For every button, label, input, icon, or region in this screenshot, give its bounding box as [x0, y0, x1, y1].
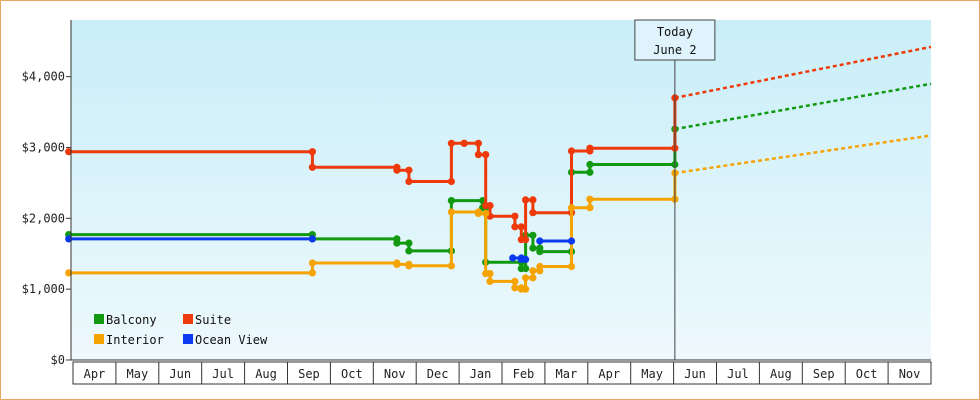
series-ocean-view-point[interactable] — [522, 255, 530, 263]
x-tick-label: Sep — [813, 367, 835, 381]
y-tick-label: $0 — [51, 353, 65, 367]
series-balcony-point[interactable] — [405, 247, 413, 255]
series-interior-point[interactable] — [529, 267, 537, 275]
legend-swatch — [94, 334, 104, 344]
series-suite-point[interactable] — [529, 196, 537, 204]
series-suite-point[interactable] — [511, 212, 519, 220]
series-interior-point[interactable] — [529, 274, 537, 282]
series-interior-point[interactable] — [522, 274, 530, 282]
series-ocean-view-point[interactable] — [308, 235, 316, 243]
series-interior-point[interactable] — [482, 209, 490, 217]
series-balcony-point[interactable] — [405, 239, 413, 247]
series-interior-point[interactable] — [393, 260, 401, 268]
x-tick-label: Oct — [856, 367, 878, 381]
today-box — [634, 19, 716, 61]
today-label: Today — [657, 25, 693, 39]
series-suite-point[interactable] — [522, 236, 530, 244]
series-interior-point[interactable] — [405, 262, 413, 270]
series-interior-point[interactable] — [308, 259, 316, 267]
y-tick-label: $2,000 — [22, 211, 65, 225]
series-interior-point[interactable] — [447, 262, 455, 270]
series-balcony-point[interactable] — [447, 197, 455, 205]
series-balcony-point[interactable] — [536, 248, 544, 256]
x-tick-label: Apr — [84, 367, 106, 381]
series-suite-point[interactable] — [482, 151, 490, 159]
legend-swatch — [183, 334, 193, 344]
series-interior-point[interactable] — [447, 208, 455, 216]
series-balcony-point[interactable] — [522, 265, 530, 273]
series-suite-point[interactable] — [474, 151, 482, 159]
series-interior-point[interactable] — [522, 285, 530, 293]
series-ocean-view-point[interactable] — [567, 237, 576, 245]
series-suite-point[interactable] — [405, 177, 413, 186]
series-interior-point[interactable] — [486, 270, 494, 278]
series-suite-point[interactable] — [529, 209, 537, 217]
series-suite-point[interactable] — [405, 166, 413, 174]
x-tick-label: Sep — [298, 367, 320, 381]
series-suite-point[interactable] — [567, 147, 576, 155]
series-balcony-point[interactable] — [529, 231, 537, 239]
series-suite-projection — [674, 45, 932, 100]
x-tick-label: Aug — [770, 367, 792, 381]
y-tick-label: $3,000 — [22, 141, 65, 155]
plot-background — [71, 20, 931, 360]
series-suite-point[interactable] — [308, 163, 316, 171]
series-balcony-point[interactable] — [393, 239, 401, 247]
series-suite-point[interactable] — [460, 139, 468, 147]
legend-label: Interior — [106, 333, 164, 347]
series-suite-point[interactable] — [447, 139, 455, 147]
x-tick-label: Aug — [255, 367, 277, 381]
y-tick-label: $4,000 — [22, 70, 65, 84]
series-interior-point[interactable] — [486, 277, 494, 285]
x-tick-label: May — [641, 367, 663, 381]
series-ocean-view-point[interactable] — [509, 254, 517, 262]
legend-label: Suite — [195, 313, 231, 327]
series-suite-point[interactable] — [393, 166, 401, 174]
series-balcony-projection — [674, 82, 932, 131]
series-suite-point[interactable] — [522, 196, 530, 204]
series-interior-point[interactable] — [308, 269, 316, 277]
series-ocean-view-point[interactable] — [536, 237, 544, 245]
x-tick-label: Jul — [212, 367, 234, 381]
x-tick-label: Apr — [598, 367, 620, 381]
series-interior-point[interactable] — [567, 204, 576, 212]
series-interior-point[interactable] — [586, 195, 594, 203]
series-suite-point[interactable] — [586, 144, 594, 152]
x-tick-label: Nov — [899, 367, 921, 381]
series-interior-point[interactable] — [511, 277, 519, 285]
x-tick-label: Jan — [470, 367, 492, 381]
legend-swatch — [94, 314, 104, 324]
x-tick-label: May — [127, 367, 149, 381]
legend-label: Balcony — [106, 313, 157, 327]
today-date: June 2 — [653, 43, 696, 57]
x-tick-label: Jun — [169, 367, 191, 381]
series-interior-projection — [674, 134, 932, 175]
series-balcony-point[interactable] — [529, 244, 537, 252]
series-interior-point[interactable] — [536, 262, 544, 271]
x-tick-label: Jun — [684, 367, 706, 381]
series-suite-point[interactable] — [511, 223, 519, 231]
series-suite-point[interactable] — [517, 223, 525, 231]
series-suite-point[interactable] — [447, 177, 455, 186]
y-tick-label: $1,000 — [22, 282, 65, 296]
x-tick-label: Jul — [727, 367, 749, 381]
series-interior-point[interactable] — [511, 284, 519, 292]
series-suite-point[interactable] — [486, 202, 494, 210]
x-tick-label: Feb — [513, 367, 535, 381]
legend-label: Ocean View — [195, 333, 268, 347]
x-tick-label: Dec — [427, 367, 449, 381]
series-balcony-point[interactable] — [586, 168, 594, 176]
series-interior-point[interactable] — [567, 262, 576, 271]
series-interior-point[interactable] — [586, 204, 594, 212]
x-tick-label: Nov — [384, 367, 406, 381]
x-tick-label: Mar — [556, 367, 578, 381]
x-tick-label: Oct — [341, 367, 363, 381]
series-balcony-point[interactable] — [586, 160, 594, 169]
series-suite-point[interactable] — [308, 148, 316, 156]
legend-swatch — [183, 314, 193, 324]
series-interior-point[interactable] — [474, 209, 482, 217]
series-suite-point[interactable] — [474, 139, 482, 147]
